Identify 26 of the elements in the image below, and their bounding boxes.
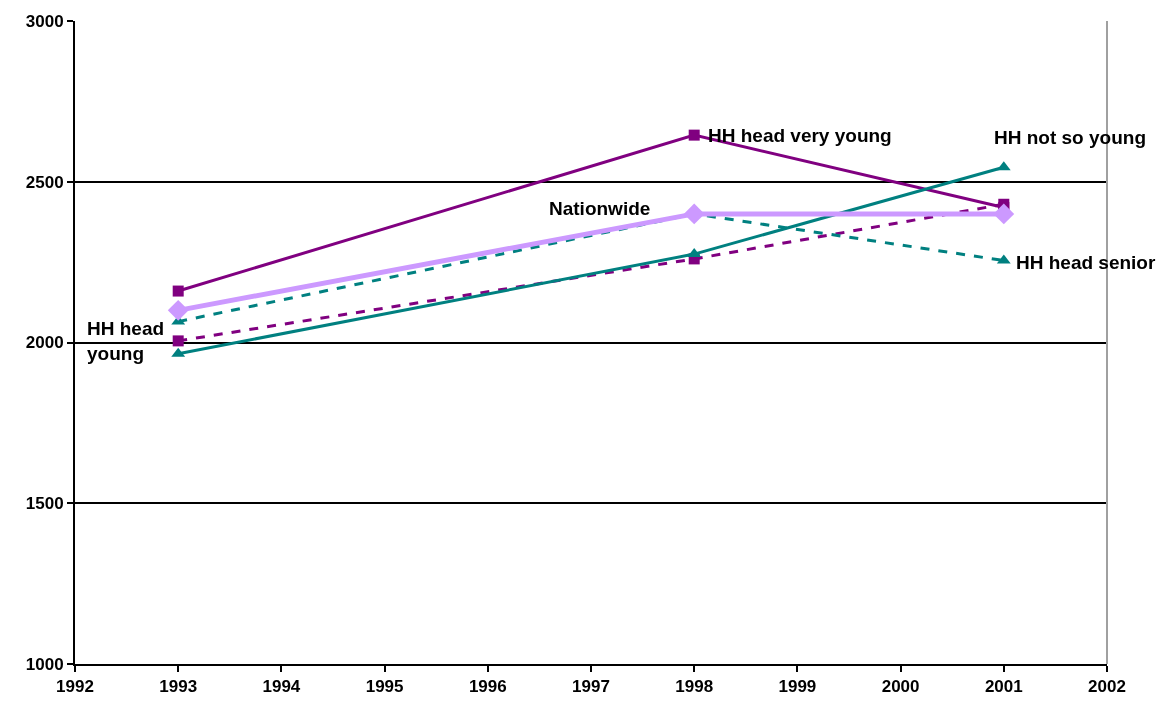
y-tick-label: 1000: [25, 654, 64, 674]
x-tick-label: 2000: [881, 677, 920, 697]
series-label: HH head senior: [1016, 252, 1156, 273]
x-tick-label: 1994: [262, 677, 301, 697]
x-tick-label: 1993: [159, 677, 198, 697]
x-tick-label: 1992: [56, 677, 94, 697]
y-tick-label: 3000: [25, 11, 64, 31]
x-tick-label: 1999: [778, 677, 817, 697]
point: [683, 203, 705, 225]
point: [993, 203, 1015, 225]
x-tick-label: 1996: [468, 677, 507, 697]
x-tick-label: 2002: [1088, 677, 1126, 697]
x-tick-label: 1998: [675, 677, 714, 697]
y-tick-label: 1500: [25, 494, 64, 514]
point: [688, 129, 700, 141]
series-label: HH head very young: [708, 125, 892, 146]
series-label: HH head young: [87, 318, 165, 364]
x-tick-label: 1995: [365, 677, 404, 697]
x-tick-label: 2001: [984, 677, 1023, 697]
series-label: Nationwide: [549, 198, 651, 219]
series-label: HH not so young: [994, 127, 1146, 148]
x-tick-label: 1997: [572, 677, 610, 697]
y-tick-label: 2500: [25, 172, 64, 192]
point: [172, 285, 184, 297]
point: [172, 335, 184, 347]
y-tick-label: 2000: [25, 333, 64, 353]
